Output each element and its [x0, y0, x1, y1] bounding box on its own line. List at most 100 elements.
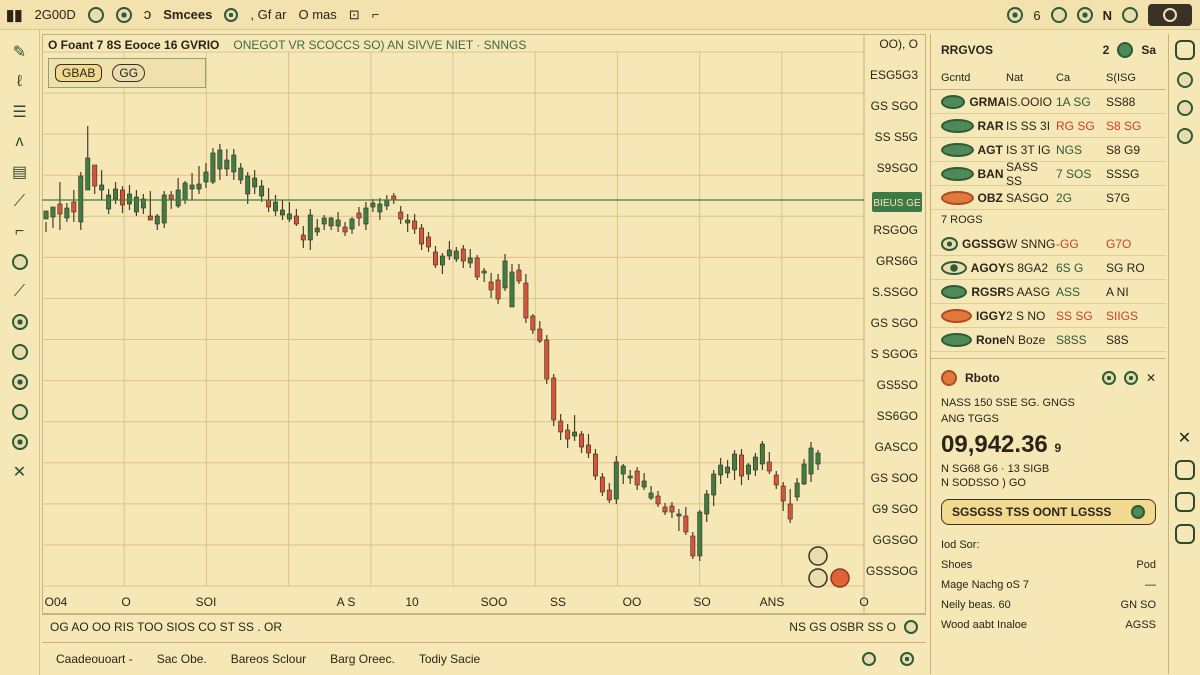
circle-icon[interactable] — [1123, 371, 1138, 385]
candle-body — [481, 270, 487, 274]
watchlist-row[interactable]: IGGY 2 S NO SS SG SIIGS — [931, 304, 1166, 328]
candle-body — [509, 271, 515, 308]
circle-icon[interactable] — [1176, 100, 1193, 116]
screen-icon[interactable]: ⊡ — [348, 6, 360, 22]
circle-tool-icon[interactable] — [8, 252, 32, 272]
circle-tool-icon[interactable] — [8, 372, 32, 392]
watchlist-icon-1[interactable]: 2 — [1102, 43, 1110, 57]
tab-2[interactable]: Bareos Sclour — [230, 652, 307, 666]
toolbar-item-5[interactable]: , Gf ar — [250, 7, 287, 22]
row-symbol-text: IGGY — [975, 308, 1006, 323]
brush-icon[interactable]: ⟋ — [13, 193, 26, 210]
candle-body — [446, 249, 452, 257]
watchlist-row[interactable]: AGT IS 3T IG NGS S8 G9 — [931, 138, 1166, 162]
candle-body — [245, 175, 251, 195]
toolbar-button-2[interactable] — [110, 0, 138, 30]
watchlist-row[interactable]: GRMA IS.OOIO 1A SG SS88 — [931, 90, 1166, 114]
chart-chip-alt[interactable]: GG — [112, 64, 146, 82]
tab-1[interactable]: Sac Obe. — [156, 652, 207, 666]
topright-n[interactable]: N — [1102, 7, 1112, 23]
close-icon[interactable] — [1122, 7, 1138, 23]
person-icon[interactable]: ᴧ — [15, 133, 24, 150]
row-last: N Boze — [1006, 332, 1046, 347]
row-symbol: AGT — [941, 142, 1006, 157]
candle-body — [280, 209, 285, 216]
chart-symbol[interactable]: O Foant 7 8S Eooce 16 GVRIO — [48, 38, 220, 52]
tab-0[interactable]: Caadeouoart - — [56, 652, 133, 666]
candle-body — [293, 215, 299, 225]
bracket-icon[interactable]: ⌐ — [14, 223, 25, 240]
panel-icon[interactable] — [1174, 460, 1195, 480]
candle-body — [634, 470, 640, 486]
settings-icon[interactable] — [1007, 7, 1024, 23]
account-button[interactable] — [1148, 4, 1192, 26]
toolbar-button-4[interactable] — [218, 0, 244, 30]
circle-icon[interactable] — [862, 652, 876, 666]
circle-tool-icon[interactable] — [8, 402, 32, 422]
candle-body — [613, 461, 619, 500]
watchlist-icon-3[interactable]: Sa — [1141, 43, 1156, 57]
toolbar-button-3[interactable]: ↄ — [138, 0, 158, 30]
alert-button[interactable]: SGSGSS TSS OONT LGSSS — [941, 499, 1156, 525]
toolbar-text-button[interactable]: Smcees — [163, 7, 213, 22]
close-icon[interactable]: ✕ — [12, 464, 27, 481]
top-toolbar: ▮▮ 2G00D ↄ Smcees , Gf ar O mas ⊡ ⌐ 6 N — [0, 0, 1200, 30]
topright-6[interactable]: 6 — [1033, 7, 1041, 23]
candle-body — [314, 227, 320, 233]
eye-icon[interactable] — [8, 342, 32, 362]
watchlist-row[interactable]: RGSR S AASG ASS A NI — [931, 280, 1166, 304]
watchlist-row[interactable]: BAN SASS SS 7 SOS SSSG — [931, 160, 1166, 188]
panel-icon[interactable] — [1174, 492, 1195, 512]
price-tick-label: GS SGO — [871, 316, 918, 330]
add-icon[interactable] — [1117, 42, 1134, 58]
list-icon[interactable]: ▤ — [11, 164, 28, 181]
tab-3[interactable]: Barg Oreec. — [330, 652, 395, 666]
watchlist-row[interactable]: OBZ SASGO 2G S7G — [931, 186, 1166, 210]
watchlist-row[interactable]: RAR IS SS 3I RG SG S8 SG — [931, 114, 1166, 138]
status-icon[interactable] — [904, 619, 918, 634]
circle-icon[interactable] — [900, 652, 914, 666]
tab-4[interactable]: Todiy Sacie — [418, 652, 481, 666]
circle-icon — [87, 6, 104, 23]
panel-icon[interactable] — [1174, 524, 1195, 544]
col-chg[interactable]: Ca — [1056, 71, 1071, 84]
price-tick-label: GS5SO — [877, 378, 918, 392]
close-icon[interactable]: ✕ — [1177, 430, 1192, 447]
price-tick-label: SS S5G — [875, 130, 918, 144]
pencil-icon[interactable]: ✎ — [12, 44, 27, 61]
circle-icon[interactable] — [1176, 128, 1193, 144]
watchlist-row[interactable]: Rone N Boze S8SS S8S — [931, 328, 1166, 352]
menu-button[interactable]: ▮▮ — [0, 0, 29, 30]
candle-body — [50, 206, 56, 218]
circle-icon[interactable] — [1101, 371, 1116, 385]
lines-icon[interactable]: ☰ — [12, 104, 27, 121]
curve-icon[interactable]: ℓ — [16, 73, 23, 90]
layout-icon[interactable] — [1174, 40, 1195, 60]
ruler-icon[interactable]: ⟋ — [13, 283, 26, 300]
time-tick-label: O — [859, 595, 868, 609]
toolbar-item-6[interactable]: O mas — [298, 7, 337, 22]
row-symbol-text: RGSR — [971, 284, 1006, 299]
circle-tool-icon[interactable] — [8, 432, 32, 452]
circle-tool-icon[interactable] — [8, 312, 32, 332]
watchlist-row[interactable]: GGSSG W SNNG -GG G7O — [931, 232, 1166, 256]
row-last: S AASG — [1006, 284, 1051, 299]
circle-icon[interactable] — [1050, 7, 1067, 23]
col-pct[interactable]: S(ISG — [1106, 71, 1136, 84]
symbol-label[interactable]: 2G00D — [34, 7, 76, 22]
chart-chip[interactable]: GBAB — [55, 64, 103, 82]
symbol-dot-icon — [941, 94, 966, 109]
col-last[interactable]: Nat — [1006, 71, 1024, 84]
close-icon[interactable]: ✕ — [1145, 371, 1156, 385]
row-chg: 7 SOS — [1056, 166, 1092, 181]
candle-body — [252, 177, 258, 188]
circle-icon[interactable] — [1176, 72, 1193, 88]
draw-icon[interactable]: ⌐ — [371, 7, 380, 22]
candle-body — [127, 193, 132, 205]
circle-icon[interactable] — [1076, 7, 1093, 23]
col-symbol[interactable]: Gcntd — [941, 71, 971, 84]
watchlist-row[interactable]: AGOY S 8GA2 6S G SG RO — [931, 256, 1166, 280]
toolbar-button-1[interactable] — [82, 0, 110, 30]
row-last: IS.OOIO — [1006, 94, 1053, 109]
